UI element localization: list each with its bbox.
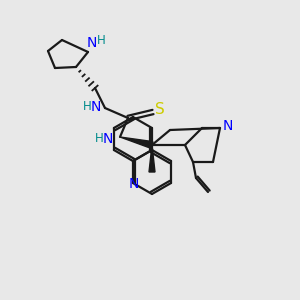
Text: N: N — [223, 119, 233, 133]
Text: S: S — [155, 101, 165, 116]
Text: N: N — [87, 36, 97, 50]
Text: N: N — [129, 177, 139, 191]
Text: N: N — [91, 100, 101, 114]
Text: H: H — [83, 100, 92, 113]
Text: N: N — [103, 132, 113, 146]
Polygon shape — [120, 137, 153, 148]
Text: H: H — [95, 133, 104, 146]
Polygon shape — [149, 145, 155, 172]
Text: H: H — [97, 34, 105, 46]
